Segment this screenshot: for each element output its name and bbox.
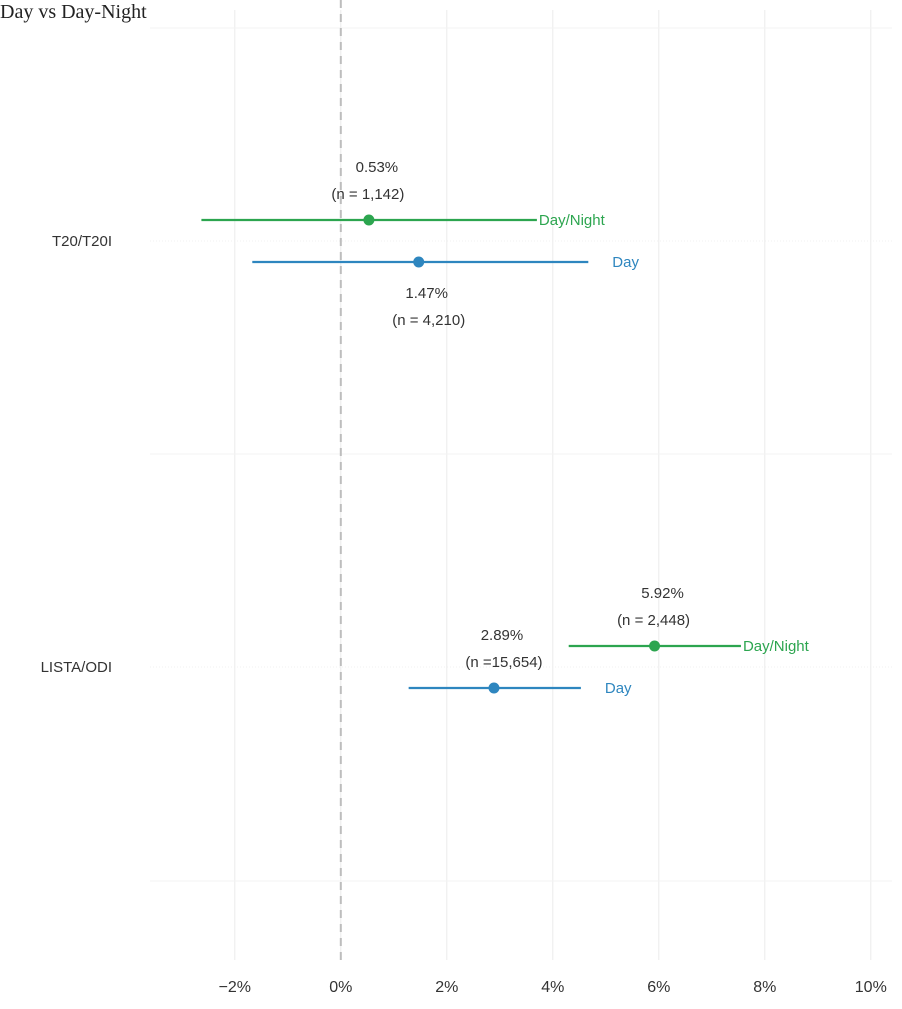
y-tick-label: T20/T20I [52, 233, 112, 250]
estimate-label: 0.53% [356, 159, 399, 176]
series-label: Day [612, 254, 639, 271]
x-tick-label: 4% [541, 979, 564, 996]
series-day-night: Day/Night 0.53% (n = 1,142) Day/Night 5.92% (… [201, 159, 810, 655]
y-tick-label: LISTA/ODI [41, 659, 112, 676]
x-tick-label: 2% [435, 979, 458, 996]
point-estimate [649, 640, 661, 652]
series-day: Day 1.47% (n = 4,210) Day 2.89% (n =15,654) [252, 254, 639, 697]
estimate-label: 2.89% [481, 627, 524, 644]
series-label: Day/Night [539, 212, 606, 229]
grid [150, 10, 892, 960]
series: Day/Night 0.53% (n = 1,142) Day/Night 5.92% (… [201, 159, 810, 697]
x-tick-label: 8% [753, 979, 776, 996]
x-axis-labels: −2% 0% 2% 4% 6% 8% 10% [219, 979, 887, 996]
point-estimate [363, 214, 375, 226]
x-tick-label: 6% [647, 979, 670, 996]
sample-size-label: (n = 4,210) [392, 312, 465, 329]
sample-size-label: (n = 1,142) [331, 186, 404, 203]
sample-size-label: (n =15,654) [465, 654, 542, 671]
sample-size-label: (n = 2,448) [617, 612, 690, 629]
chart-title: Day vs Day-Night [0, 1, 147, 23]
x-tick-label: 0% [329, 979, 352, 996]
point-estimate [413, 256, 425, 268]
series-label: Day/Night [743, 638, 810, 655]
estimate-label: 5.92% [641, 585, 684, 602]
series-label: Day [605, 680, 632, 697]
x-tick-label: −2% [219, 979, 251, 996]
x-tick-label: 10% [855, 979, 887, 996]
y-axis-labels: T20/T20I LISTA/ODI [41, 233, 112, 676]
estimate-label: 1.47% [405, 285, 448, 302]
point-estimate [488, 682, 500, 694]
